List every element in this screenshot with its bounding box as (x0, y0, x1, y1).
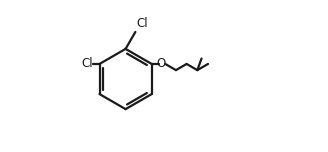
Text: Cl: Cl (136, 17, 148, 30)
Text: Cl: Cl (81, 57, 93, 70)
Text: O: O (157, 57, 166, 70)
